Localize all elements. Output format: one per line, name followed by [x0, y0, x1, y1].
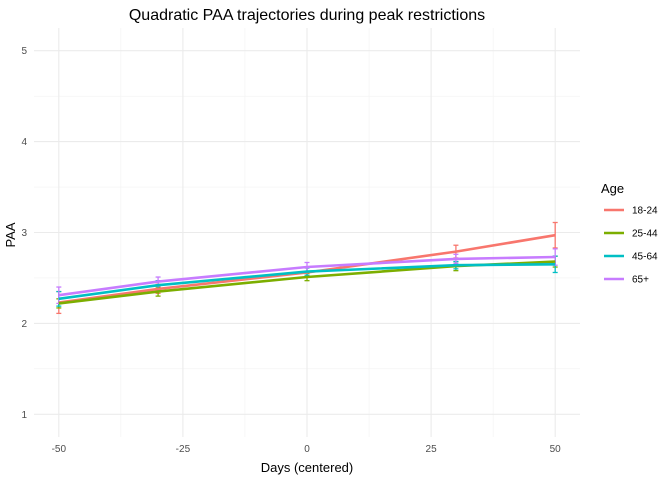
y-tick-label: 2	[21, 319, 27, 330]
series-line-65+	[58, 255, 556, 297]
y-axis-title: PAA	[3, 222, 18, 247]
x-tick-label: 0	[304, 444, 310, 455]
legend-label: 65+	[632, 275, 649, 286]
legend-items: 18-24 25-44 45-64 65+	[604, 206, 658, 286]
y-tick-label: 3	[21, 228, 27, 239]
y-tick-label: 5	[21, 46, 27, 57]
x-tick-label: 25	[426, 444, 438, 455]
x-tick-label: -25	[176, 444, 191, 455]
series-lines	[58, 233, 556, 305]
legend-item-45-64: 45-64	[604, 252, 658, 263]
x-axis-title: Days (centered)	[261, 460, 353, 475]
x-tick-label: -50	[52, 444, 67, 455]
legend-item-18-24: 18-24	[604, 206, 658, 217]
legend-label: 45-64	[632, 252, 658, 263]
legend-item-65+: 65+	[604, 275, 649, 286]
legend: Age 18-24 25-44 45-64 65+	[601, 181, 658, 286]
series-line-45-64	[58, 263, 556, 301]
legend-item-25-44: 25-44	[604, 229, 658, 240]
y-tick-label: 4	[21, 137, 27, 148]
chart-title: Quadratic PAA trajectories during peak r…	[129, 7, 485, 24]
y-tick-label: 1	[21, 410, 27, 421]
legend-label: 18-24	[632, 206, 658, 217]
legend-title: Age	[601, 181, 624, 196]
grid	[34, 28, 580, 437]
tick-labels: -50 -25 0 25 50 1 2 3 4 5	[21, 46, 561, 455]
legend-label: 25-44	[632, 229, 658, 240]
x-tick-label: 50	[550, 444, 562, 455]
